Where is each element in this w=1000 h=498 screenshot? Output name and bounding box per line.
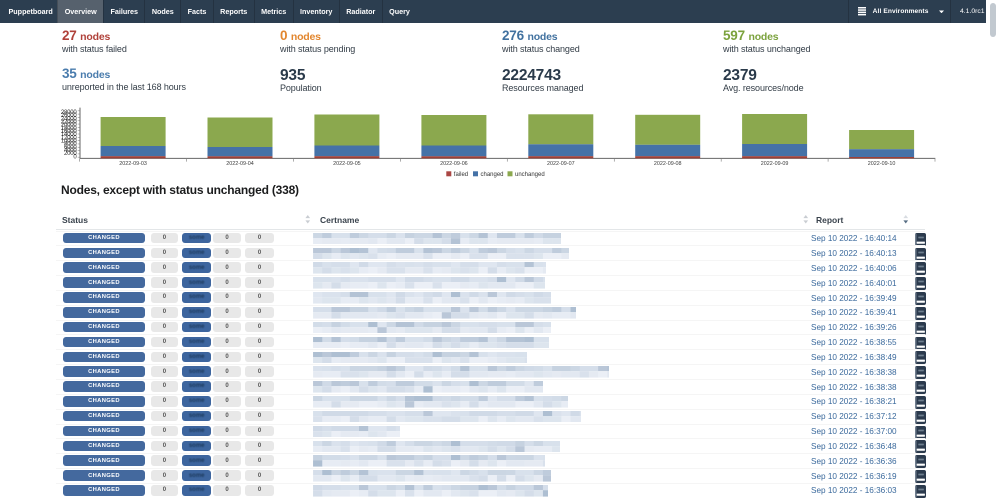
svg-text:28000: 28000	[61, 110, 78, 116]
svg-text:2022-09-10: 2022-09-10	[868, 161, 896, 167]
svg-text:2022-09-04: 2022-09-04	[226, 161, 254, 167]
svg-text:2022-09-09: 2022-09-09	[761, 161, 789, 167]
svg-text:2022-09-05: 2022-09-05	[333, 161, 361, 167]
svg-text:unchanged: unchanged	[515, 172, 545, 178]
svg-text:failed: failed	[454, 172, 468, 178]
svg-text:2022-09-03: 2022-09-03	[119, 161, 147, 167]
svg-text:2022-09-07: 2022-09-07	[547, 161, 575, 167]
svg-text:changed: changed	[481, 172, 504, 178]
svg-text:2022-09-06: 2022-09-06	[440, 161, 468, 167]
svg-text:2022-09-08: 2022-09-08	[654, 161, 682, 167]
